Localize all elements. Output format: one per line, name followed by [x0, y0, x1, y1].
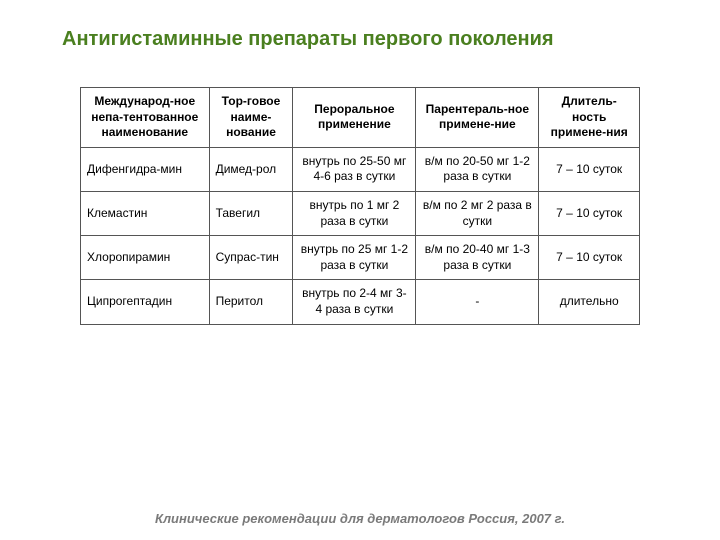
cell: в/м по 2 мг 2 раза в сутки — [416, 191, 539, 235]
table-row: Дифенгидра-мин Димед-рол внутрь по 25-50… — [81, 147, 640, 191]
cell: длительно — [539, 280, 640, 324]
table-row: Хлоропирамин Супрас-тин внутрь по 25 мг … — [81, 236, 640, 280]
cell: в/м по 20-50 мг 1-2 раза в сутки — [416, 147, 539, 191]
cell: Дифенгидра-мин — [81, 147, 210, 191]
table-header-row: Международ-ное непа-тентованное наименов… — [81, 88, 640, 148]
cell: внутрь по 2-4 мг 3-4 раза в сутки — [293, 280, 416, 324]
cell: 7 – 10 суток — [539, 147, 640, 191]
cell: - — [416, 280, 539, 324]
page-title: Антигистаминные препараты первого поколе… — [0, 0, 720, 51]
col-header-4: Длитель-ность примене-ния — [539, 88, 640, 148]
table-container: Международ-ное непа-тентованное наименов… — [80, 87, 640, 325]
cell: Клемастин — [81, 191, 210, 235]
cell: Супрас-тин — [209, 236, 293, 280]
cell: 7 – 10 суток — [539, 191, 640, 235]
col-header-1: Тор-говое наиме-нование — [209, 88, 293, 148]
cell: Хлоропирамин — [81, 236, 210, 280]
cell: Ципрогептадин — [81, 280, 210, 324]
table-row: Ципрогептадин Перитол внутрь по 2-4 мг 3… — [81, 280, 640, 324]
table-row: Клемастин Тавегил внутрь по 1 мг 2 раза … — [81, 191, 640, 235]
footnote: Клинические рекомендации для дерматолого… — [0, 511, 720, 526]
cell: в/м по 20-40 мг 1-3 раза в сутки — [416, 236, 539, 280]
cell: внутрь по 25-50 мг 4-6 раз в сутки — [293, 147, 416, 191]
cell: внутрь по 1 мг 2 раза в сутки — [293, 191, 416, 235]
cell: Димед-рол — [209, 147, 293, 191]
cell: внутрь по 25 мг 1-2 раза в сутки — [293, 236, 416, 280]
col-header-3: Парентераль-ное примене-ние — [416, 88, 539, 148]
cell: Тавегил — [209, 191, 293, 235]
col-header-2: Пероральное применение — [293, 88, 416, 148]
col-header-0: Международ-ное непа-тентованное наименов… — [81, 88, 210, 148]
antihistamine-table: Международ-ное непа-тентованное наименов… — [80, 87, 640, 325]
cell: 7 – 10 суток — [539, 236, 640, 280]
cell: Перитол — [209, 280, 293, 324]
